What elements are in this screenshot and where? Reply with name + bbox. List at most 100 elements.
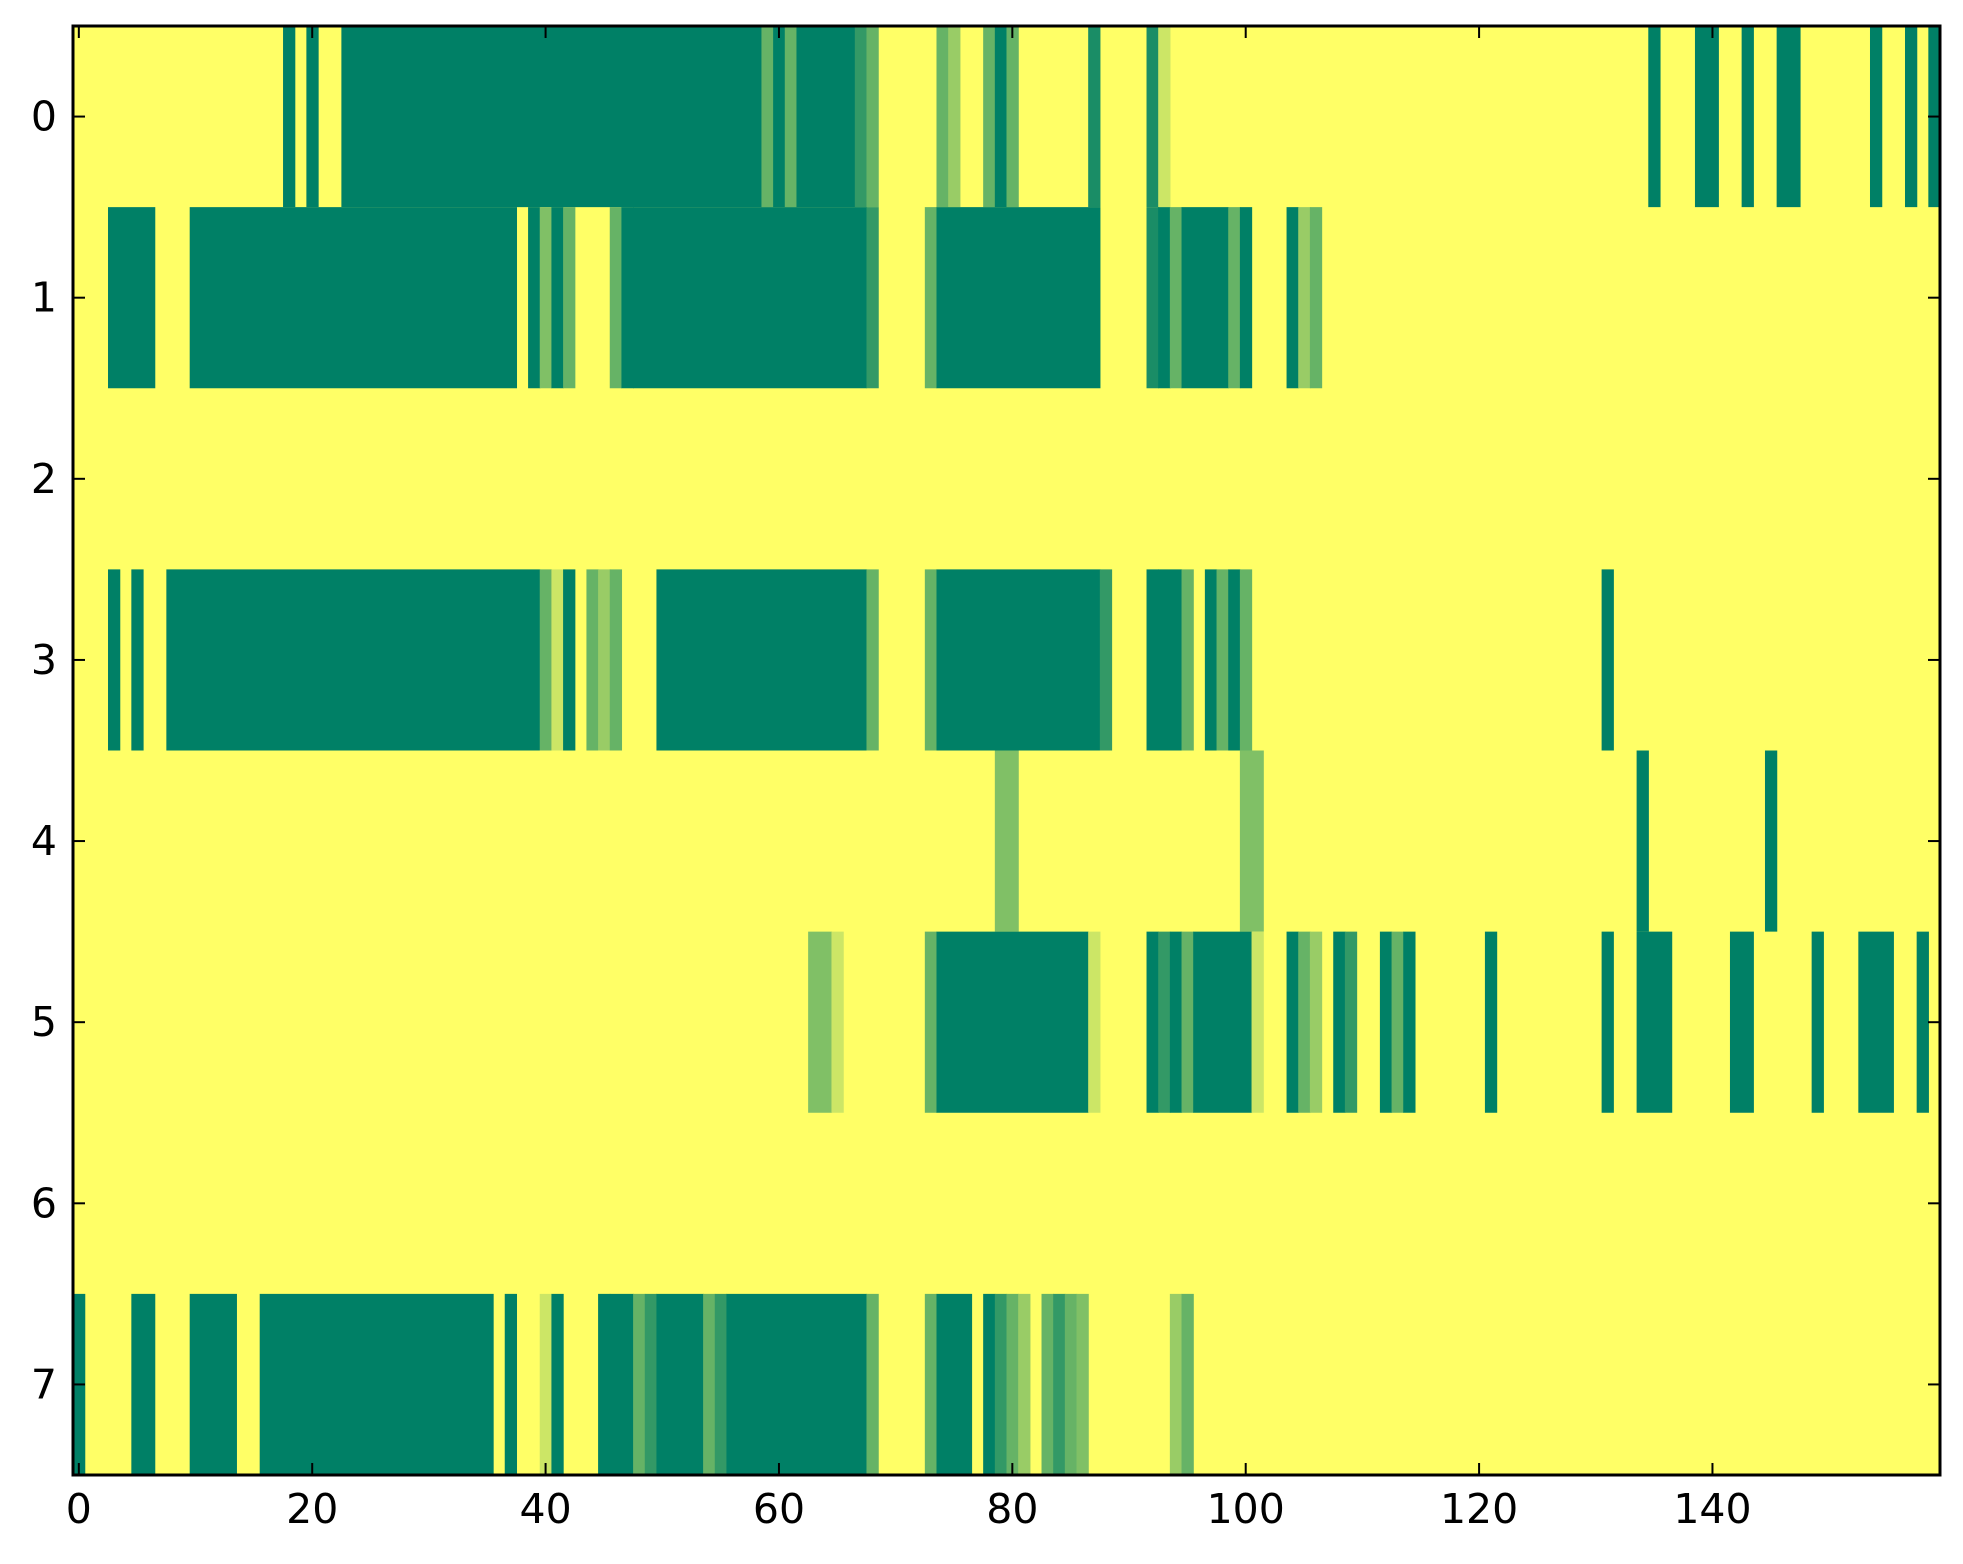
- heatmap-cell: [1053, 1293, 1066, 1476]
- heatmap-cell: [1181, 569, 1194, 751]
- heatmap-cell: [539, 207, 553, 389]
- heatmap-cell: [1158, 569, 1183, 751]
- heatmap-cell: [1158, 207, 1171, 389]
- heatmap-cell: [1216, 569, 1229, 751]
- heatmap-cell: [866, 569, 879, 751]
- heatmap-cell: [1181, 1293, 1194, 1476]
- heatmap-cell: [1169, 1293, 1183, 1476]
- heatmap-cell: [551, 1293, 564, 1476]
- heatmap-cell: [866, 1293, 879, 1476]
- heatmap-cell: [586, 569, 599, 751]
- heatmap-cell: [189, 1293, 237, 1476]
- heatmap-cell: [1251, 931, 1264, 1113]
- heatmap-cell: [936, 26, 949, 208]
- heatmap-cell: [1099, 569, 1113, 751]
- heatmap-cell: [1764, 750, 1778, 932]
- heatmap-cell: [924, 931, 938, 1113]
- heatmap-cell: [936, 931, 1089, 1113]
- heatmap-cell: [1811, 931, 1824, 1113]
- heatmap-cell: [1006, 26, 1019, 208]
- heatmap-cell: [1158, 931, 1171, 1113]
- heatmap-cell: [936, 569, 1101, 751]
- heatmap-cell: [1309, 931, 1323, 1113]
- heatmap-cell: [1286, 207, 1299, 389]
- heatmap-cell: [1916, 931, 1929, 1113]
- heatmap-cell: [994, 26, 1008, 208]
- heatmap-cell: [1228, 569, 1241, 751]
- heatmap-cell: [598, 1293, 611, 1476]
- heatmap-cell: [936, 207, 1101, 389]
- x-tick-label: 40: [519, 1485, 571, 1533]
- heatmap-cell: [656, 1293, 704, 1476]
- heatmap-cell: [866, 26, 879, 208]
- x-tick-label: 80: [986, 1485, 1038, 1533]
- x-tick-label: 20: [286, 1485, 338, 1533]
- heatmap-cell: [1158, 26, 1171, 208]
- heatmap-cell: [563, 207, 576, 389]
- y-tick-label: 6: [31, 1179, 57, 1227]
- heatmap-cell: [609, 1293, 634, 1476]
- heatmap-cell: [1286, 931, 1299, 1113]
- heatmap-cell: [936, 1293, 973, 1476]
- heatmap-cell: [854, 26, 868, 208]
- heatmap-cell: [796, 26, 856, 208]
- heatmap-cell: [1694, 26, 1719, 208]
- heatmap-cell: [131, 1293, 156, 1476]
- x-tick-label: 100: [1207, 1485, 1285, 1533]
- heatmap-cell: [1601, 569, 1614, 751]
- heatmap-cell: [131, 569, 144, 751]
- x-tick-label: 140: [1673, 1485, 1751, 1533]
- heatmap-cell: [726, 1293, 868, 1476]
- heatmap-cell: [1379, 931, 1393, 1113]
- heatmap-cell: [621, 207, 634, 389]
- heatmap-cell: [108, 569, 121, 751]
- heatmap-cell: [633, 1293, 646, 1476]
- heatmap-cell: [994, 1293, 1008, 1476]
- heatmap-cell: [1601, 931, 1614, 1113]
- heatmap-cell: [598, 569, 611, 751]
- heatmap-cell: [1169, 931, 1183, 1113]
- heatmap-cell: [283, 26, 296, 208]
- heatmap-cell: [528, 207, 541, 389]
- heatmap-cell: [306, 26, 319, 208]
- heatmap-cell: [714, 1293, 728, 1476]
- heatmap-cell: [551, 569, 564, 751]
- heatmap-cell: [1298, 931, 1311, 1113]
- heatmap-cell: [609, 569, 623, 751]
- heatmap-cell: [1146, 931, 1159, 1113]
- heatmap-cell: [1088, 26, 1101, 208]
- heatmap-cell: [703, 1293, 716, 1476]
- heatmap-cell: [1146, 569, 1159, 751]
- heatmap-cells: [73, 26, 1941, 1476]
- y-tick-label: 5: [31, 998, 57, 1046]
- heatmap-cell: [609, 207, 623, 389]
- heatmap-cell: [1146, 26, 1159, 208]
- x-tick-label: 120: [1440, 1485, 1518, 1533]
- heatmap-cell: [761, 26, 774, 208]
- heatmap-cell: [1403, 931, 1416, 1113]
- heatmap-cell: [1239, 569, 1253, 751]
- axis-ticks: [73, 26, 1940, 1475]
- heatmap-cell: [1228, 207, 1241, 389]
- heatmap-cell: [1333, 931, 1346, 1113]
- heatmap-cell: [1239, 750, 1264, 932]
- heatmap-cell: [1204, 569, 1218, 751]
- y-tick-label: 0: [31, 93, 57, 141]
- axis-tick-labels: 0 20 40 60 80 100 120 140 0 1 2 3 4 5 6 7: [31, 93, 1752, 1533]
- heatmap-cell: [539, 1293, 553, 1476]
- y-tick-label: 4: [31, 817, 57, 865]
- heatmap-cell: [1648, 26, 1661, 208]
- heatmap-cell: [563, 569, 576, 751]
- axes-frame: [71, 24, 1942, 1477]
- heatmap-cell: [1729, 931, 1754, 1113]
- heatmap-cell: [656, 569, 868, 751]
- heatmap-cell: [1776, 26, 1801, 208]
- heatmap-cell: [1181, 931, 1194, 1113]
- heatmap-cell: [539, 569, 553, 751]
- y-tick-label: 7: [31, 1360, 57, 1408]
- heatmap-cell: [1391, 931, 1404, 1113]
- heatmap-cell: [341, 26, 763, 208]
- heatmap-cell: [1869, 26, 1883, 208]
- heatmap-cell: [1484, 931, 1498, 1113]
